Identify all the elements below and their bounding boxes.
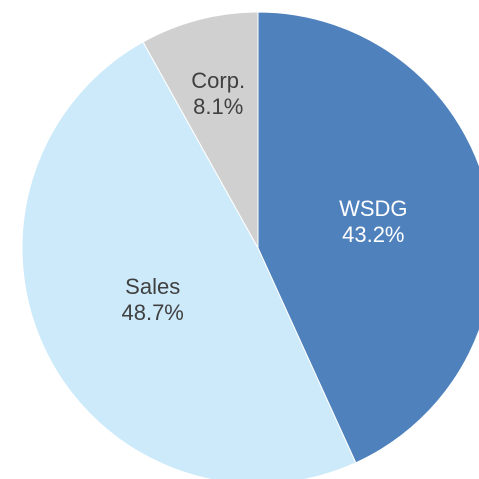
slice-value-label: 43.2% (342, 222, 404, 247)
pie-slice (142, 11, 259, 250)
slice-value-label: 48.7% (121, 300, 183, 325)
slice-label: Corp. (191, 68, 245, 93)
pie-slice (21, 41, 357, 479)
slice-label: Sales (125, 274, 180, 299)
slice-value-label: 8.1% (193, 94, 243, 119)
slice-label: WSDG (339, 196, 407, 221)
pie-slice (257, 11, 479, 464)
